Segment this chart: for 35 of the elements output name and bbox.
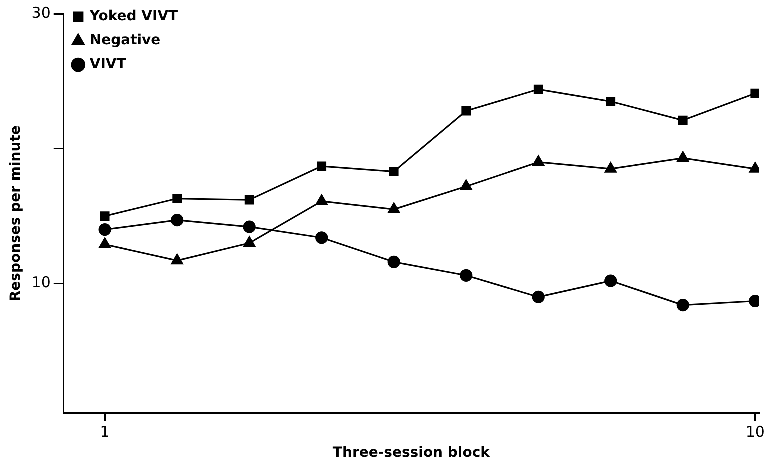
point <box>604 274 618 288</box>
point <box>98 223 112 236</box>
point <box>677 152 690 162</box>
y-axis-title: Responses per minute <box>8 126 24 302</box>
point <box>460 180 472 190</box>
point <box>606 96 616 106</box>
point <box>388 202 400 214</box>
point <box>172 194 182 204</box>
point <box>389 167 399 176</box>
point <box>243 220 256 234</box>
point <box>462 106 472 116</box>
point <box>100 212 110 221</box>
y-tick-label: 30 <box>32 4 51 22</box>
point <box>171 214 184 227</box>
point <box>532 290 545 304</box>
point <box>171 254 184 265</box>
point <box>99 238 112 248</box>
legend-label: Negative <box>90 32 161 49</box>
legend-label: VIVT <box>90 56 127 73</box>
point <box>676 299 690 312</box>
point <box>460 269 473 282</box>
point <box>388 256 400 268</box>
point <box>316 194 328 206</box>
point <box>317 162 327 172</box>
point <box>244 195 254 205</box>
legend-label: Yoked VIVT <box>88 8 179 25</box>
point <box>534 84 544 94</box>
point <box>678 116 688 126</box>
x-tick-label: 1 <box>100 423 110 442</box>
point <box>244 236 256 248</box>
x-axis-title: Three-session block <box>332 445 491 462</box>
point <box>532 156 545 166</box>
point <box>750 88 759 98</box>
point <box>604 162 617 173</box>
point <box>316 232 328 244</box>
